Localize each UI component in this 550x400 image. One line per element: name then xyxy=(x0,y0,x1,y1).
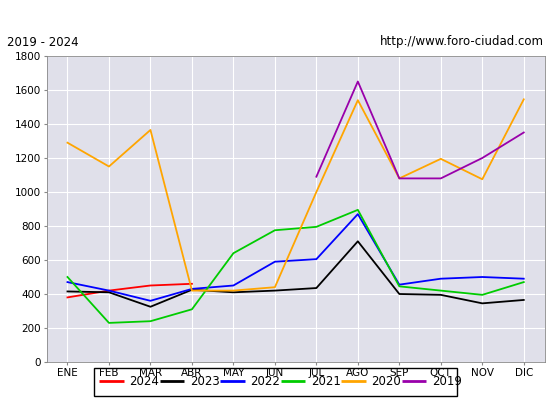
Text: 2019: 2019 xyxy=(432,375,461,388)
Text: 2022: 2022 xyxy=(250,375,280,388)
Text: 2023: 2023 xyxy=(190,375,219,388)
Text: 2021: 2021 xyxy=(311,375,340,388)
Bar xyxy=(94,368,456,396)
Text: Evolucion Nº Turistas Nacionales en el municipio de Villanueva de la Concepción: Evolucion Nº Turistas Nacionales en el m… xyxy=(0,8,550,22)
Text: http://www.foro-ciudad.com: http://www.foro-ciudad.com xyxy=(379,36,543,48)
Text: 2019 - 2024: 2019 - 2024 xyxy=(7,36,78,48)
Text: 2024: 2024 xyxy=(129,375,159,388)
Text: 2020: 2020 xyxy=(371,375,401,388)
